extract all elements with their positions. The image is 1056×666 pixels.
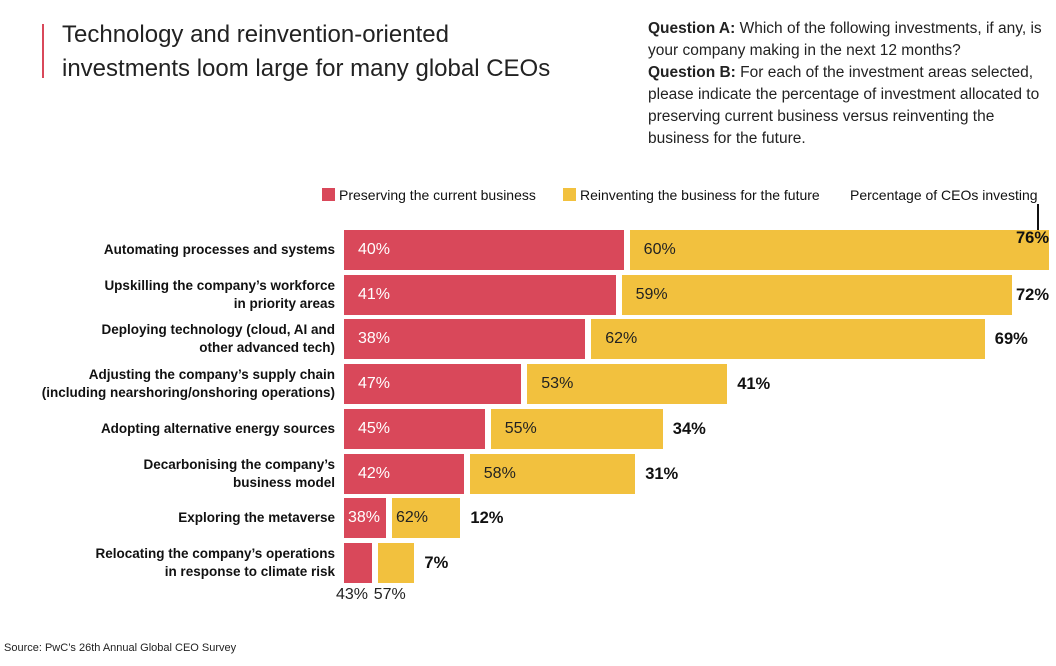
bar-segment: [344, 274, 616, 315]
bar-segment: [344, 319, 586, 360]
value-label: 40%: [358, 241, 391, 258]
value-label: 38%: [358, 330, 391, 348]
value-label: 53%: [541, 375, 574, 393]
value-label: 60%: [643, 241, 676, 258]
question-text: Which of the following investments, if a…: [648, 20, 1042, 59]
value-label: 59%: [635, 285, 668, 303]
question-text: For each of the investment areas selecte…: [648, 64, 1040, 147]
bar-segment: [469, 453, 636, 494]
category-label: Deploying technology (cloud, AI and othe…: [101, 322, 335, 356]
bar-segment: [344, 230, 624, 270]
bar-segment: [629, 230, 1050, 270]
value-label: 45%: [358, 419, 391, 437]
value-label: 57%: [373, 585, 406, 603]
category-label: Exploring the metaverse: [178, 510, 335, 526]
value-label: 58%: [483, 464, 516, 482]
total-label: 72%: [1016, 285, 1050, 304]
bar-segment: [344, 453, 464, 494]
category-label: Adjusting the company’s supply chain (in…: [41, 367, 335, 401]
question-label: Question A:: [648, 20, 736, 37]
total-label: 34%: [672, 419, 706, 438]
total-label: 7%: [424, 553, 449, 572]
total-label: 76%: [1016, 229, 1050, 247]
total-label: 12%: [470, 509, 504, 528]
bar-segment: [527, 364, 728, 405]
value-label: 41%: [358, 285, 391, 303]
value-label: 43%: [336, 585, 369, 603]
bar-segment: [344, 364, 522, 405]
legend-swatch: [322, 188, 335, 201]
category-label: Decarbonising the company’s business mod…: [143, 456, 335, 490]
category-label: Upskilling the company’s workforce in pr…: [104, 277, 335, 311]
legend-label: Percentage of CEOs investing: [850, 187, 1038, 203]
question-label: Question B:: [648, 64, 736, 81]
legend-swatch: [563, 188, 576, 201]
bar-segment: [377, 542, 415, 583]
bar-segment: [490, 408, 663, 449]
value-label: 62%: [395, 509, 428, 527]
question-a: Question A: Which of the following inves…: [648, 18, 1043, 62]
total-label: 41%: [737, 375, 771, 394]
value-label: 62%: [605, 330, 638, 348]
category-label: Relocating the company’s operations in r…: [95, 545, 335, 579]
value-label: 55%: [504, 419, 537, 437]
value-label: 42%: [358, 464, 391, 482]
bar-segment: [344, 542, 372, 583]
bar-segment: [621, 274, 1013, 315]
source: Source: PwC’s 26th Annual Global CEO Sur…: [4, 642, 237, 654]
question-b: Question B: For each of the investment a…: [648, 62, 1043, 150]
legend-label: Preserving the current business: [339, 187, 536, 203]
bar-segment: [344, 408, 485, 449]
legend-label: Reinventing the business for the future: [580, 187, 820, 203]
chart-title: Technology and reinvention-oriented inve…: [62, 21, 551, 82]
total-label: 69%: [994, 330, 1028, 349]
bar-segment: [391, 498, 461, 539]
category-label: Automating processes and systems: [103, 242, 335, 257]
category-label: Adopting alternative energy sources: [100, 420, 335, 436]
total-label: 31%: [645, 464, 679, 483]
title-rule: [42, 24, 44, 78]
value-label: 38%: [348, 509, 381, 527]
bar-segment: [591, 319, 985, 360]
bar-segment: [344, 498, 386, 539]
value-label: 47%: [358, 375, 391, 393]
questions: Question A: Which of the following inves…: [648, 18, 1043, 150]
